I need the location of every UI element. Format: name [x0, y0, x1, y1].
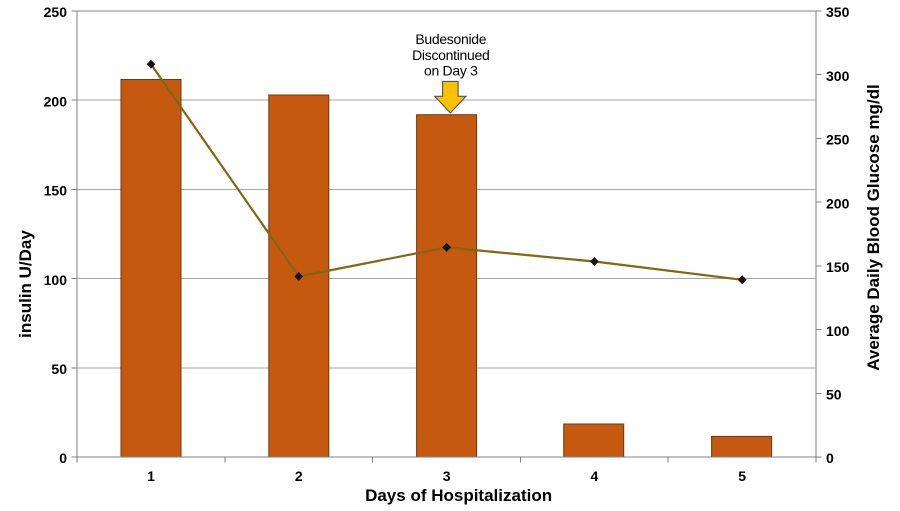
svg-text:350: 350 [826, 4, 850, 20]
svg-text:300: 300 [826, 68, 850, 84]
svg-text:150: 150 [826, 259, 850, 275]
svg-text:50: 50 [826, 387, 842, 403]
svg-text:3: 3 [443, 468, 451, 484]
svg-text:0: 0 [826, 450, 834, 466]
svg-text:2: 2 [295, 468, 303, 484]
svg-text:5: 5 [738, 468, 746, 484]
svg-text:Average Daily Blood Glucose mg: Average Daily Blood Glucose mg/dl [864, 84, 883, 371]
svg-text:Budesonide: Budesonide [415, 31, 486, 47]
svg-text:Days of Hospitalization: Days of Hospitalization [365, 486, 552, 505]
svg-text:1: 1 [147, 468, 155, 484]
svg-text:insulin U/Day: insulin U/Day [16, 230, 35, 338]
svg-text:100: 100 [44, 272, 68, 288]
svg-text:250: 250 [826, 132, 850, 148]
svg-text:200: 200 [44, 93, 68, 109]
svg-text:150: 150 [44, 183, 68, 199]
svg-text:250: 250 [44, 4, 68, 20]
svg-text:0: 0 [59, 450, 67, 466]
svg-text:50: 50 [51, 361, 67, 377]
svg-text:4: 4 [591, 468, 599, 484]
svg-text:100: 100 [826, 323, 850, 339]
svg-text:on Day 3: on Day 3 [424, 63, 478, 79]
svg-text:Discontinued: Discontinued [412, 47, 489, 63]
svg-text:200: 200 [826, 195, 850, 211]
